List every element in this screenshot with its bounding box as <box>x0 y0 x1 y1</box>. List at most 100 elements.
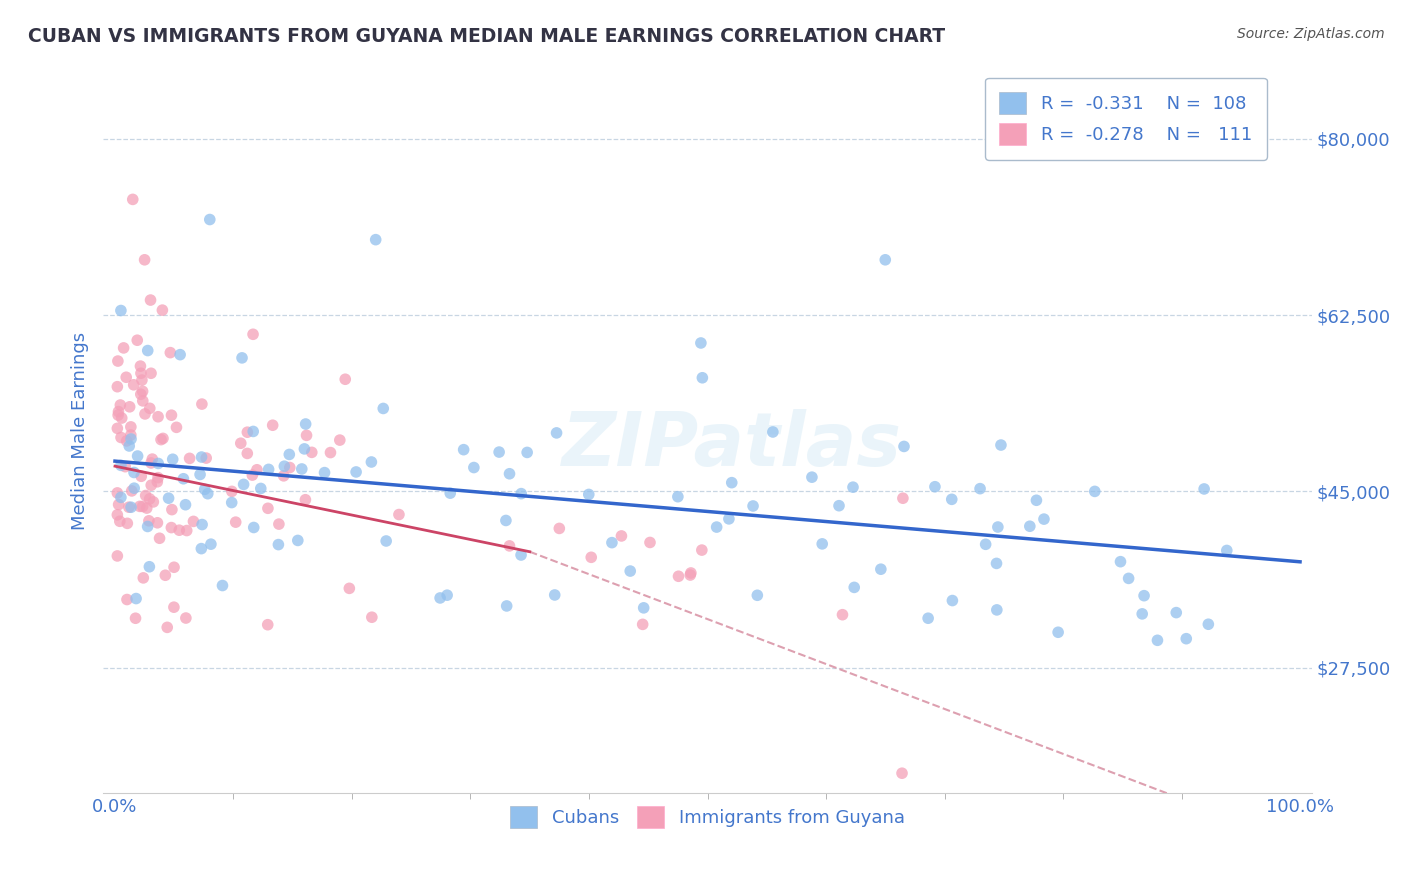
Point <box>155 568 177 582</box>
Point <box>375 533 398 548</box>
Point <box>108 514 131 528</box>
Point <box>242 425 264 439</box>
Point <box>257 501 280 516</box>
Point <box>1130 607 1153 621</box>
Point <box>287 533 309 548</box>
Point <box>156 620 179 634</box>
Point <box>236 446 259 460</box>
Point <box>157 491 180 506</box>
Point <box>990 438 1012 452</box>
Point <box>134 407 156 421</box>
Point <box>150 433 173 447</box>
Point <box>510 548 533 562</box>
Point <box>122 481 145 495</box>
Point <box>844 581 866 595</box>
Point <box>152 431 174 445</box>
Point <box>747 588 769 602</box>
Point <box>122 377 145 392</box>
Point <box>495 599 517 613</box>
Point <box>1109 555 1132 569</box>
Point <box>114 459 136 474</box>
Point <box>127 449 149 463</box>
Point <box>581 550 603 565</box>
Point <box>242 327 264 342</box>
Point <box>941 492 963 507</box>
Point <box>267 538 290 552</box>
Point <box>246 463 269 477</box>
Point <box>112 341 135 355</box>
Point <box>120 500 142 515</box>
Point <box>679 568 702 582</box>
Point <box>129 366 152 380</box>
Point <box>717 512 740 526</box>
Point <box>135 489 157 503</box>
Point <box>138 514 160 528</box>
Point <box>107 498 129 512</box>
Point <box>127 333 149 347</box>
Point <box>138 559 160 574</box>
Point <box>188 467 211 482</box>
Point <box>231 351 253 365</box>
Point <box>115 592 138 607</box>
Point <box>118 500 141 515</box>
Point <box>1118 571 1140 585</box>
Point <box>364 233 387 247</box>
Point <box>105 508 128 522</box>
Point <box>118 400 141 414</box>
Point <box>160 520 183 534</box>
Point <box>273 459 295 474</box>
Point <box>110 430 132 444</box>
Point <box>129 359 152 373</box>
Point <box>129 469 152 483</box>
Point <box>510 486 533 500</box>
Point <box>548 521 571 535</box>
Point <box>174 611 197 625</box>
Point <box>242 520 264 534</box>
Point <box>172 472 194 486</box>
Point <box>800 470 823 484</box>
Point <box>118 439 141 453</box>
Point <box>578 487 600 501</box>
Point <box>666 490 689 504</box>
Point <box>194 483 217 497</box>
Point <box>292 442 315 456</box>
Text: ZIPatlas: ZIPatlas <box>561 409 901 482</box>
Point <box>498 467 520 481</box>
Point <box>139 293 162 307</box>
Point <box>388 508 411 522</box>
Point <box>344 465 367 479</box>
Point <box>141 478 163 492</box>
Point <box>163 560 186 574</box>
Point <box>148 457 170 471</box>
Legend: Cubans, Immigrants from Guyana: Cubans, Immigrants from Guyana <box>503 798 912 835</box>
Point <box>295 428 318 442</box>
Point <box>190 541 212 556</box>
Point <box>294 492 316 507</box>
Point <box>891 491 914 506</box>
Point <box>162 452 184 467</box>
Point <box>762 425 785 439</box>
Point <box>225 515 247 529</box>
Point <box>974 537 997 551</box>
Point <box>131 500 153 514</box>
Point <box>124 611 146 625</box>
Point <box>1192 482 1215 496</box>
Point <box>240 468 263 483</box>
Point <box>987 520 1010 534</box>
Point <box>278 447 301 461</box>
Point <box>488 445 510 459</box>
Point <box>211 578 233 592</box>
Point <box>159 345 181 359</box>
Point <box>115 370 138 384</box>
Point <box>111 411 134 425</box>
Point <box>278 460 301 475</box>
Point <box>160 408 183 422</box>
Point <box>267 517 290 532</box>
Point <box>131 384 153 399</box>
Point <box>134 252 156 267</box>
Point <box>110 458 132 473</box>
Point <box>174 498 197 512</box>
Point <box>179 451 201 466</box>
Point <box>138 491 160 506</box>
Point <box>1025 493 1047 508</box>
